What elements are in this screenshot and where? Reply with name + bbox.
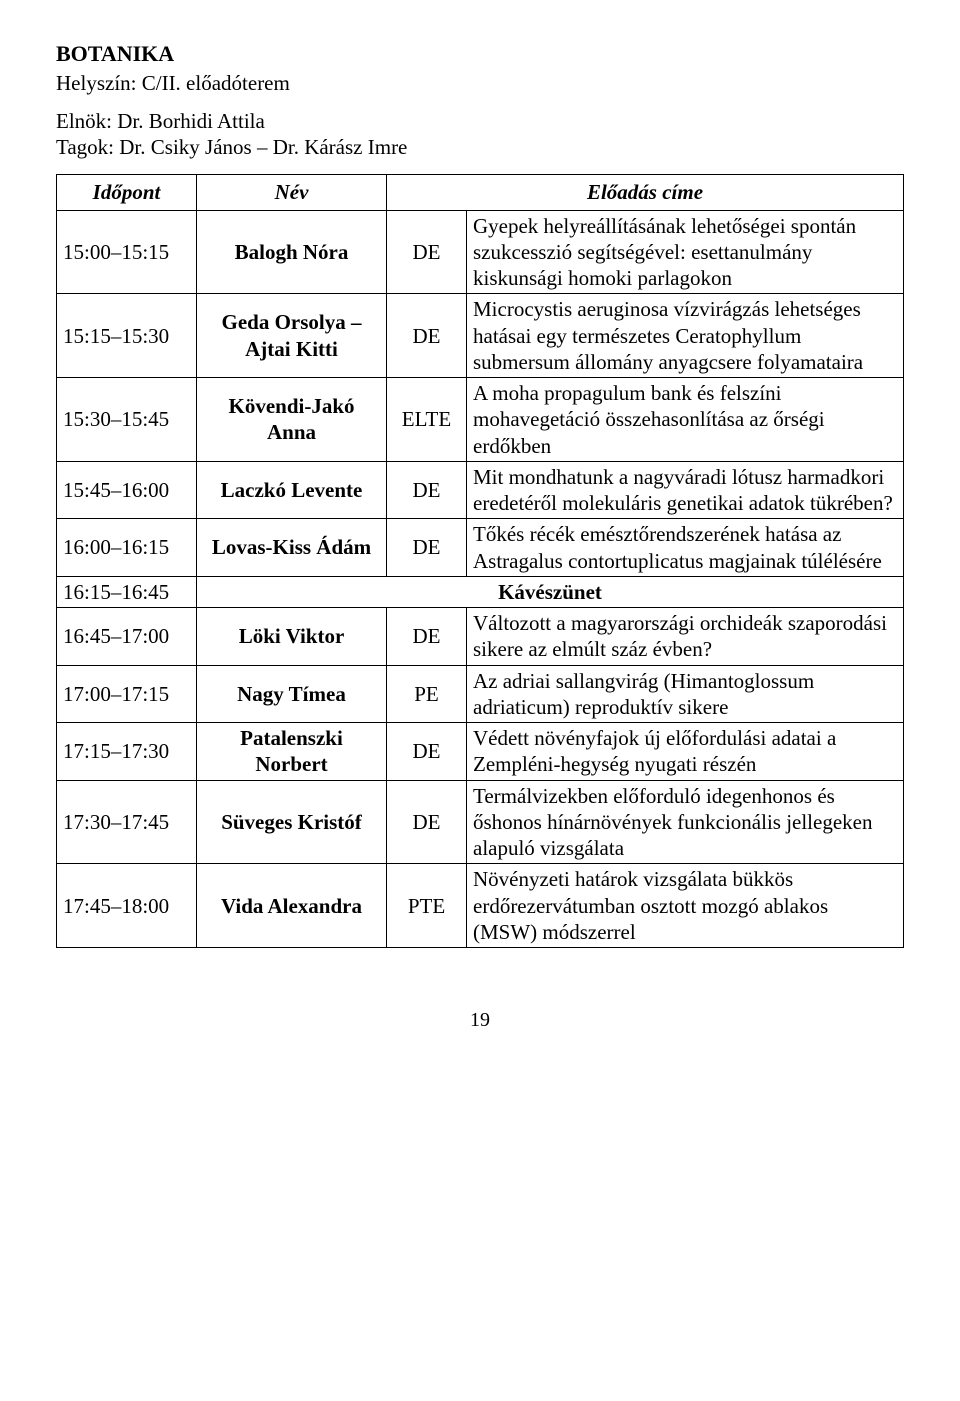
cell-name: Nagy Tímea (197, 665, 387, 723)
cell-name: Patalenszki Norbert (197, 723, 387, 781)
cell-institution: DE (387, 608, 467, 666)
table-row: 16:45–17:00Löki ViktorDEVáltozott a magy… (57, 608, 904, 666)
table-break-row: 16:15–16:45Kávészünet (57, 576, 904, 607)
cell-talk-title: Termálvizekben előforduló idegenhonos és… (467, 780, 904, 864)
cell-institution: DE (387, 723, 467, 781)
members-line: Tagok: Dr. Csiky János – Dr. Kárász Imre (56, 134, 904, 160)
cell-talk-title: Microcystis aeruginosa vízvirágzás lehet… (467, 294, 904, 378)
col-time: Időpont (57, 175, 197, 210)
location-line: Helyszín: C/II. előadóterem (56, 70, 904, 96)
cell-talk-title: Növényzeti határok vizsgálata bükkös erd… (467, 864, 904, 948)
table-row: 15:15–15:30Geda Orsolya – Ajtai KittiDEM… (57, 294, 904, 378)
chair-line: Elnök: Dr. Borhidi Attila (56, 108, 904, 134)
cell-name: Geda Orsolya – Ajtai Kitti (197, 294, 387, 378)
table-row: 17:00–17:15Nagy TímeaPEAz adriai sallang… (57, 665, 904, 723)
table-row: 17:15–17:30Patalenszki NorbertDEVédett n… (57, 723, 904, 781)
cell-time: 15:15–15:30 (57, 294, 197, 378)
cell-talk-title: Tőkés récék emésztőrendszerének hatása a… (467, 519, 904, 577)
cell-institution: PTE (387, 864, 467, 948)
section-title: BOTANIKA (56, 40, 904, 68)
cell-name: Süveges Kristóf (197, 780, 387, 864)
table-row: 15:45–16:00Laczkó LeventeDEMit mondhatun… (57, 461, 904, 519)
cell-time: 17:45–18:00 (57, 864, 197, 948)
schedule-table: Időpont Név Előadás címe 15:00–15:15Balo… (56, 174, 904, 948)
cell-name: Vida Alexandra (197, 864, 387, 948)
cell-time: 15:45–16:00 (57, 461, 197, 519)
cell-talk-title: Védett növényfajok új előfordulási adata… (467, 723, 904, 781)
table-row: 16:00–16:15Lovas-Kiss ÁdámDETőkés récék … (57, 519, 904, 577)
col-title: Előadás címe (387, 175, 904, 210)
table-header-row: Időpont Név Előadás címe (57, 175, 904, 210)
cell-time: 15:30–15:45 (57, 378, 197, 462)
cell-talk-title: A moha propagulum bank és felszíni mohav… (467, 378, 904, 462)
table-row: 17:45–18:00Vida AlexandraPTENövényzeti h… (57, 864, 904, 948)
cell-name: Löki Viktor (197, 608, 387, 666)
cell-talk-title: Gyepek helyreállításának lehetőségei spo… (467, 210, 904, 294)
cell-institution: DE (387, 210, 467, 294)
cell-name: Kövendi-Jakó Anna (197, 378, 387, 462)
cell-time: 17:15–17:30 (57, 723, 197, 781)
cell-talk-title: Változott a magyarországi orchideák szap… (467, 608, 904, 666)
cell-institution: ELTE (387, 378, 467, 462)
cell-institution: DE (387, 780, 467, 864)
cell-time: 16:45–17:00 (57, 608, 197, 666)
cell-name: Balogh Nóra (197, 210, 387, 294)
table-row: 15:30–15:45Kövendi-Jakó AnnaELTEA moha p… (57, 378, 904, 462)
cell-time: 15:00–15:15 (57, 210, 197, 294)
table-row: 17:30–17:45Süveges KristófDETermálvizekb… (57, 780, 904, 864)
table-row: 15:00–15:15Balogh NóraDEGyepek helyreáll… (57, 210, 904, 294)
cell-name: Laczkó Levente (197, 461, 387, 519)
cell-time: 17:00–17:15 (57, 665, 197, 723)
cell-institution: DE (387, 519, 467, 577)
cell-time: 16:00–16:15 (57, 519, 197, 577)
cell-institution: DE (387, 461, 467, 519)
cell-time: 17:30–17:45 (57, 780, 197, 864)
cell-break-label: Kávészünet (197, 576, 904, 607)
cell-talk-title: Az adriai sallangvirág (Himantoglossum a… (467, 665, 904, 723)
cell-institution: DE (387, 294, 467, 378)
cell-talk-title: Mit mondhatunk a nagyváradi lótusz harma… (467, 461, 904, 519)
cell-institution: PE (387, 665, 467, 723)
cell-name: Lovas-Kiss Ádám (197, 519, 387, 577)
col-name: Név (197, 175, 387, 210)
page-number: 19 (56, 1008, 904, 1033)
cell-time: 16:15–16:45 (57, 576, 197, 607)
